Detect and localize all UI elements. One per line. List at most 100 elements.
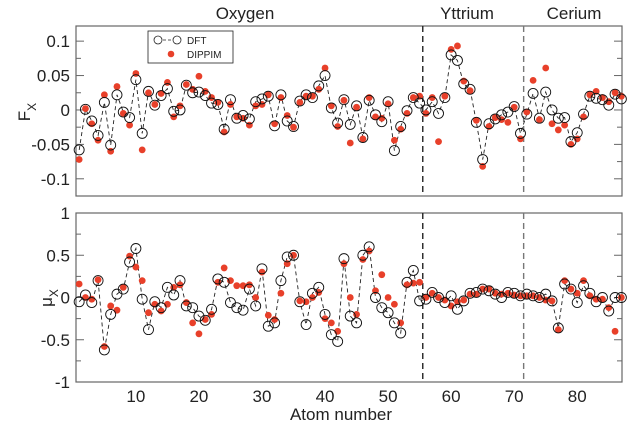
top-dft-point	[395, 121, 407, 132]
bottom-dft-point	[502, 286, 514, 298]
top-dippim-point	[561, 121, 569, 129]
top-dippim-point	[119, 110, 127, 117]
bottom-dippim-point	[586, 292, 594, 300]
top-dippim-point	[554, 126, 562, 134]
top-dippim-point	[592, 87, 600, 95]
top-dippim-point	[466, 87, 474, 95]
top-dippim-point	[100, 91, 108, 99]
top-dippim-point	[245, 121, 253, 129]
bottom-dft-point	[439, 297, 451, 309]
top-dippim-point	[164, 79, 171, 86]
xtick-label: 10	[126, 387, 145, 406]
bottom-dippim-point	[573, 289, 581, 297]
bottom-dippim-point	[126, 252, 133, 260]
bottom-dft-point	[275, 275, 287, 287]
top-dft-point	[313, 80, 325, 92]
top-dft-point	[105, 139, 117, 151]
top-dft-point	[584, 90, 596, 102]
bottom-dippim-point	[119, 283, 127, 291]
bottom-dft-point	[262, 320, 274, 332]
top-dippim-point	[605, 98, 613, 106]
bottom-dft-point	[489, 288, 501, 300]
bottom-dft-point	[540, 288, 552, 300]
top-dft-point	[370, 109, 381, 121]
top-dft-point	[86, 115, 98, 127]
top-dippim-point	[454, 42, 461, 50]
bottom-dippim-point	[353, 311, 360, 318]
top-dft-point	[306, 92, 318, 104]
bottom-dippim-point	[75, 280, 83, 288]
top-dft-point	[351, 100, 363, 112]
bottom-dft-point	[515, 290, 526, 302]
bottom-dft-point	[281, 251, 293, 263]
bottom-dft-point	[395, 327, 407, 339]
top-dft-point	[533, 112, 545, 124]
top-dippim-point	[353, 103, 360, 111]
top-dft-point	[363, 94, 375, 106]
top-dft-point	[237, 110, 249, 121]
top-dft-point	[300, 89, 312, 101]
region-label-cerium: Cerium	[547, 4, 602, 23]
top-dft-point	[597, 94, 608, 106]
bottom-dippim-point	[561, 277, 569, 284]
top-dippim-point	[479, 163, 487, 170]
bottom-dft-point	[288, 249, 299, 261]
bottom-dft-point	[458, 295, 470, 307]
bottom-dft-point	[388, 317, 400, 329]
top-dft-point	[143, 85, 154, 97]
top-dft-point	[527, 87, 539, 99]
bottom-y-axis-label-main: μ	[37, 297, 56, 307]
top-dft-point	[559, 112, 571, 123]
top-dft-point	[502, 106, 514, 118]
bottom-dft-point	[414, 295, 426, 307]
bottom-dippim-point	[384, 294, 392, 301]
bottom-dippim-point	[611, 327, 619, 335]
top-y-axis-label-main: F	[15, 111, 34, 121]
top-dft-point	[439, 92, 451, 104]
legend: DFT DIPPIM	[147, 30, 234, 64]
top-dippim-point	[176, 102, 184, 110]
bottom-dippim-point	[264, 311, 272, 319]
top-dft-point	[590, 92, 602, 104]
top-dippim-point	[113, 83, 121, 90]
top-dft-point	[344, 118, 356, 130]
bottom-dft-point	[603, 305, 615, 317]
top-dft-point	[552, 112, 564, 124]
top-dippim-point	[107, 147, 115, 155]
top-dippim-point	[334, 123, 342, 130]
top-plot-frame	[75, 25, 623, 197]
top-dft-line	[78, 54, 622, 160]
top-dft-point	[407, 92, 419, 104]
bottom-dft-point	[464, 287, 476, 299]
bottom-dft-point	[306, 287, 318, 299]
bottom-dft-point	[149, 296, 161, 308]
xtick-label: 70	[505, 387, 524, 406]
bottom-dippim-point	[100, 343, 108, 350]
bottom-dft-point	[86, 297, 98, 309]
top-dippim-point	[315, 85, 323, 93]
top-dft-point	[376, 116, 388, 128]
legend-dft-marker-right	[172, 35, 182, 45]
top-dippim-point	[536, 116, 543, 124]
bottom-dippim-point	[252, 294, 260, 301]
bottom-dippim-point	[258, 268, 266, 276]
bottom-dippim-point	[296, 297, 304, 305]
top-dft-point	[426, 96, 438, 108]
top-dippim-point	[504, 118, 512, 126]
top-dft-point	[281, 115, 293, 127]
top-dippim-point	[384, 100, 392, 108]
top-ytick-label: -0.05	[31, 135, 70, 154]
top-panel: 0.1 0.05 0 -0.05 -0.1 FX DFT DIPPIM	[15, 25, 627, 197]
bottom-dft-point	[187, 302, 199, 314]
top-dft-point	[130, 74, 142, 86]
top-dft-point	[496, 109, 508, 121]
top-dft-point	[382, 96, 394, 108]
bottom-dippim-point	[189, 319, 197, 327]
bottom-dft-point	[584, 287, 596, 299]
top-dft-point	[388, 145, 400, 157]
top-dippim-point	[472, 116, 480, 124]
top-dippim-point	[195, 72, 203, 80]
bottom-dft-point	[231, 302, 243, 314]
bottom-dippim-point	[460, 296, 468, 304]
